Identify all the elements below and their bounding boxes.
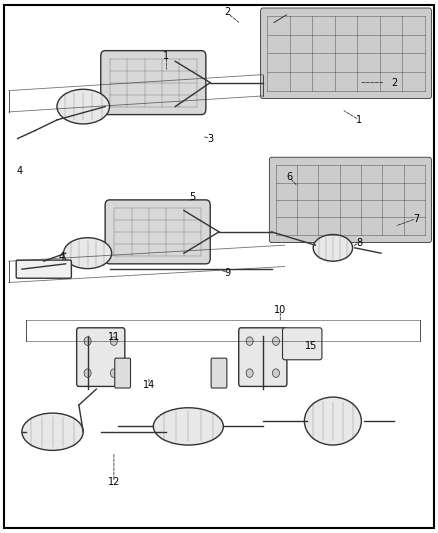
FancyBboxPatch shape <box>101 51 206 115</box>
FancyBboxPatch shape <box>105 200 210 264</box>
Text: 10: 10 <box>274 305 286 315</box>
Text: 4: 4 <box>17 166 23 175</box>
Text: 15: 15 <box>305 342 317 351</box>
FancyBboxPatch shape <box>115 358 131 388</box>
Ellipse shape <box>313 235 353 261</box>
Text: 2: 2 <box>225 7 231 17</box>
Ellipse shape <box>153 408 223 445</box>
FancyBboxPatch shape <box>239 328 287 386</box>
Circle shape <box>246 369 253 377</box>
Text: 7: 7 <box>413 214 419 223</box>
Circle shape <box>272 337 279 345</box>
Circle shape <box>84 337 91 345</box>
Text: 1: 1 <box>356 115 362 125</box>
Ellipse shape <box>64 238 112 269</box>
Ellipse shape <box>57 89 110 124</box>
Text: 4: 4 <box>58 252 64 262</box>
Circle shape <box>110 337 117 345</box>
FancyBboxPatch shape <box>16 260 71 278</box>
FancyBboxPatch shape <box>77 328 125 386</box>
Ellipse shape <box>22 413 83 450</box>
Text: 6: 6 <box>286 172 292 182</box>
Circle shape <box>84 369 91 377</box>
FancyBboxPatch shape <box>269 157 431 243</box>
Text: 11: 11 <box>108 332 120 342</box>
Text: 12: 12 <box>108 478 120 487</box>
Text: 2: 2 <box>391 78 397 87</box>
Text: 9: 9 <box>225 268 231 278</box>
FancyBboxPatch shape <box>261 8 431 99</box>
Circle shape <box>272 369 279 377</box>
FancyBboxPatch shape <box>211 358 227 388</box>
FancyBboxPatch shape <box>283 328 322 360</box>
Text: 8: 8 <box>356 238 362 247</box>
Text: 5: 5 <box>190 192 196 202</box>
Text: 14: 14 <box>143 380 155 390</box>
Circle shape <box>246 337 253 345</box>
Ellipse shape <box>304 397 361 445</box>
Circle shape <box>110 369 117 377</box>
Text: 3: 3 <box>207 134 213 143</box>
Text: 1: 1 <box>163 51 170 61</box>
